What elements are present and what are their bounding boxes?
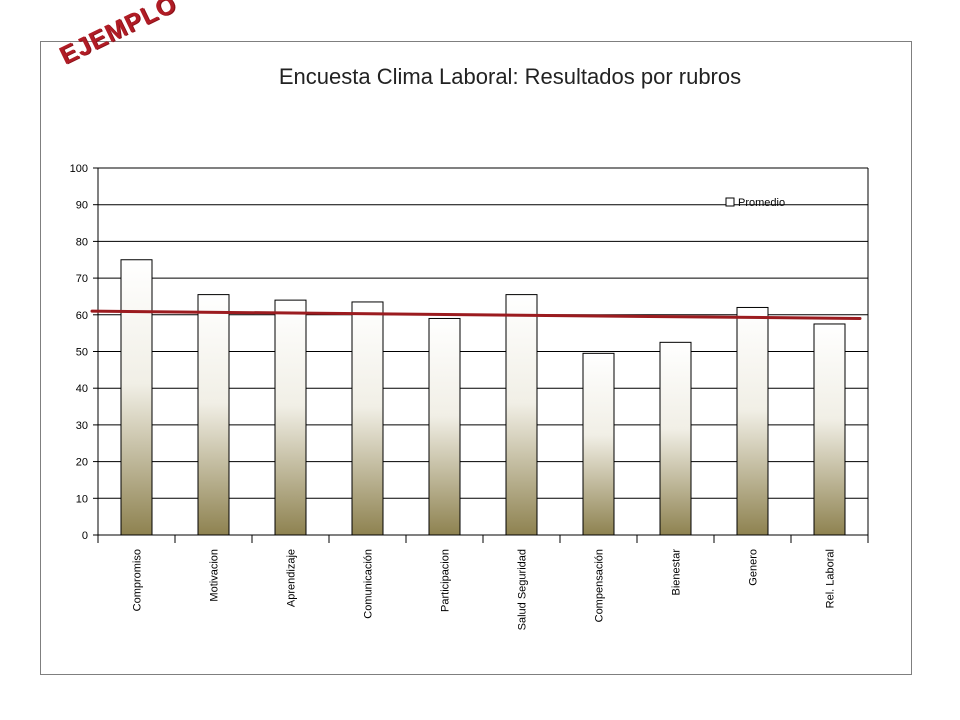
bars xyxy=(120,259,846,536)
bar xyxy=(582,352,615,536)
y-axis-ticks: 0 10 20 30 40 50 60 70 80 90 100 xyxy=(70,163,88,542)
y-tick-label: 10 xyxy=(76,493,88,505)
category-label: Participacion xyxy=(440,549,452,612)
y-tick-label: 0 xyxy=(82,530,88,542)
bar xyxy=(659,341,692,536)
category-label: Salud Seguridad xyxy=(517,549,529,630)
bar xyxy=(813,323,846,536)
chart-title: Encuesta Clima Laboral: Resultados por r… xyxy=(278,64,742,89)
category-label: Rel. Laboral xyxy=(825,549,837,608)
x-axis-labels: Compromiso Motivacion Aprendizaje Comunicac… xyxy=(132,549,837,631)
legend: Promedio xyxy=(725,197,785,209)
category-label: Bienestar xyxy=(671,549,683,596)
bar xyxy=(120,259,153,536)
y-tick-label: 40 xyxy=(76,383,88,395)
y-tick-label: 70 xyxy=(76,273,88,285)
category-label: Comunicación xyxy=(363,549,375,619)
y-tick-label: 100 xyxy=(70,163,88,175)
y-tick-label: 60 xyxy=(76,310,88,322)
legend-swatch xyxy=(725,197,735,207)
category-label: Aprendizaje xyxy=(286,549,298,607)
category-label: Genero xyxy=(748,549,760,586)
chart-frame xyxy=(40,41,912,675)
y-tick-label: 50 xyxy=(76,347,88,359)
y-tick-label: 20 xyxy=(76,457,88,469)
y-tick-label: 80 xyxy=(76,236,88,248)
bar xyxy=(197,294,230,536)
bar xyxy=(351,301,384,536)
bar xyxy=(428,317,461,536)
category-label: Compensación xyxy=(594,549,606,622)
category-label: Motivacion xyxy=(209,549,221,602)
bar xyxy=(736,306,769,536)
legend-label: Promedio xyxy=(738,197,785,209)
trendline xyxy=(90,309,862,320)
bar xyxy=(505,294,538,536)
trend-line xyxy=(90,309,862,320)
bar xyxy=(274,299,307,536)
y-tick-label: 90 xyxy=(76,200,88,212)
y-tick-label: 30 xyxy=(76,420,88,432)
category-label: Compromiso xyxy=(132,549,144,611)
